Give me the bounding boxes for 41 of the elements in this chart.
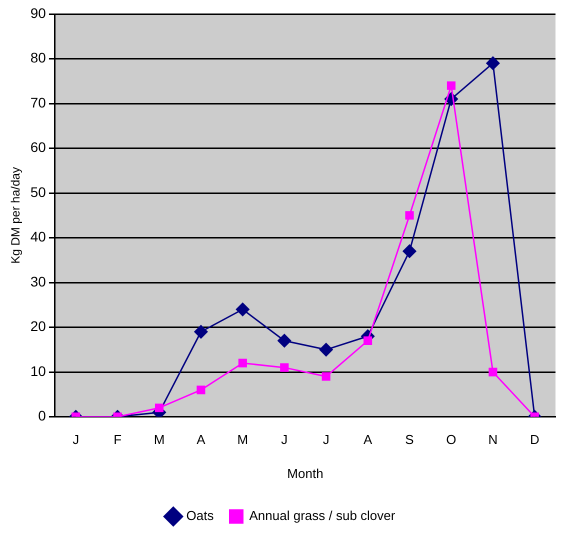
x-tick-label: M	[237, 432, 248, 448]
y-tick-label: 0	[38, 408, 46, 424]
point	[488, 368, 498, 376]
point	[319, 342, 333, 356]
point	[278, 334, 292, 348]
x-tick-label: J	[322, 432, 330, 448]
x-tick-label: O	[446, 432, 456, 448]
y-tick-label: 90	[30, 4, 46, 21]
y-axis-title: Kg DM per ha/day	[8, 167, 23, 264]
x-tick-label: M	[154, 432, 165, 448]
x-tick-label: J	[281, 432, 288, 448]
point	[446, 81, 456, 90]
x-tick-label: S	[405, 432, 414, 448]
x-tick-label: A	[363, 432, 372, 448]
point	[194, 325, 208, 339]
y-tick-label: 20	[30, 318, 46, 334]
x-tick-label: F	[114, 432, 122, 448]
y-tick-label: 10	[30, 362, 46, 379]
point	[154, 404, 164, 412]
x-tick-label: J	[72, 432, 80, 448]
point	[238, 358, 247, 368]
y-tick-label: 40	[30, 228, 46, 245]
point	[196, 386, 206, 394]
legend-label: Annual grass / sub clover	[249, 508, 396, 524]
y-tick-label: 30	[30, 273, 46, 290]
y-tick-label: 80	[30, 50, 46, 66]
point	[280, 363, 289, 372]
point	[236, 302, 250, 316]
x-tick-label: D	[530, 432, 540, 448]
x-axis-title: Month	[287, 466, 324, 481]
point	[402, 244, 416, 258]
point	[486, 56, 500, 70]
y-tick-label: 60	[30, 139, 46, 156]
x-tick-label: N	[488, 432, 498, 448]
legend-label: Oats	[186, 508, 214, 524]
point	[405, 211, 414, 220]
y-tick-label: 70	[30, 94, 46, 110]
point	[322, 372, 330, 381]
point	[364, 336, 372, 345]
x-tick-label: A	[196, 432, 206, 448]
y-tick-label: 50	[30, 184, 46, 200]
